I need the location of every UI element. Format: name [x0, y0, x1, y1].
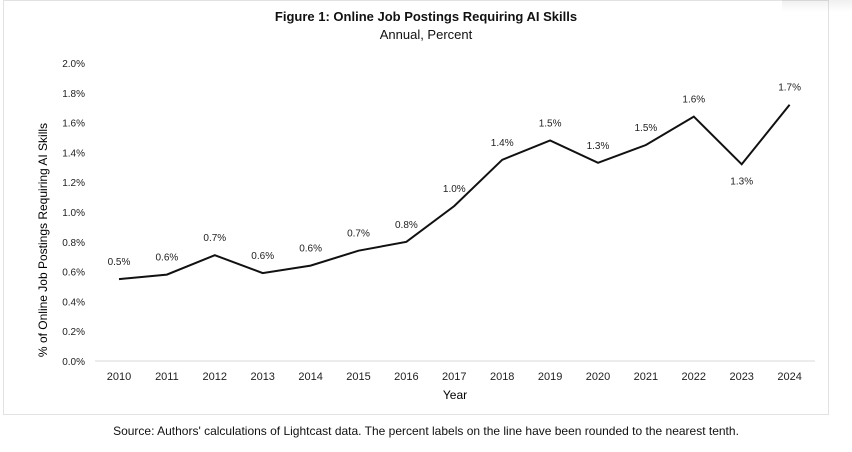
y-tick-label: 0.4% [62, 297, 85, 308]
y-tick-label: 1.8% [62, 89, 85, 100]
y-tick-label: 0.0% [62, 357, 85, 368]
x-axis-ticks: 2010 2011 2012 2013 2014 2015 2016 2017 2018 2019… [107, 371, 802, 383]
x-tick-label: 2013 [250, 371, 274, 383]
x-tick-label: 2017 [442, 371, 466, 383]
y-tick-label: 0.2% [62, 327, 85, 338]
x-tick-label: 2012 [203, 371, 227, 383]
data-label: 1.7% [778, 83, 801, 94]
chart-frame [3, 0, 829, 415]
x-tick-label: 2016 [394, 371, 418, 383]
x-tick-label: 2024 [777, 371, 801, 383]
data-label: 1.5% [635, 123, 658, 134]
x-tick-label: 2019 [538, 371, 562, 383]
x-axis-label: Year [443, 388, 467, 402]
source-note: Source: Authors' calculations of Lightca… [113, 424, 739, 438]
data-label: 0.7% [203, 233, 226, 244]
y-tick-label: 0.8% [62, 238, 85, 249]
chart-title: Figure 1: Online Job Postings Requiring … [274, 9, 578, 24]
data-label: 1.3% [730, 176, 753, 187]
y-axis-ticks: 0.0% 0.2% 0.4% 0.6% 0.8% 1.0% 1.2% 1.4% 1.6% 1.8%… [62, 59, 85, 368]
y-tick-label: 1.2% [62, 178, 85, 189]
x-tick-label: 2020 [586, 371, 610, 383]
data-label: 0.6% [156, 253, 179, 264]
x-tick-label: 2014 [298, 371, 322, 383]
x-tick-label: 2011 [155, 371, 179, 383]
y-tick-label: 1.6% [62, 119, 85, 130]
x-tick-label: 2018 [490, 371, 514, 383]
x-tick-label: 2022 [682, 371, 706, 383]
x-tick-label: 2021 [634, 371, 658, 383]
data-label: 1.0% [443, 184, 466, 195]
y-tick-label: 0.6% [62, 268, 85, 279]
y-tick-label: 1.4% [62, 148, 85, 159]
data-label: 0.7% [347, 229, 370, 240]
data-label: 0.8% [395, 220, 418, 231]
corner-shadow [782, 0, 852, 12]
data-label: 0.6% [299, 244, 322, 255]
data-label: 1.3% [587, 141, 610, 152]
data-label: 1.5% [539, 118, 562, 129]
y-tick-label: 1.0% [62, 208, 85, 219]
y-tick-label: 2.0% [62, 59, 85, 70]
data-label: 0.6% [251, 251, 274, 262]
data-labels: 0.5% 0.6% 0.7% 0.6% 0.6% 0.7% 0.8% 1.0% 1.4% 1.5%… [108, 83, 802, 268]
data-label: 0.5% [108, 257, 131, 268]
data-label: 1.6% [682, 95, 705, 106]
series-line [118, 104, 791, 281]
chart-subtitle: Annual, Percent [379, 27, 473, 42]
x-tick-label: 2010 [107, 371, 131, 383]
y-axis-label: % of Online Job Postings Requiring AI Sk… [36, 123, 50, 357]
x-tick-label: 2023 [729, 371, 753, 383]
x-tick-label: 2015 [346, 371, 370, 383]
data-label: 1.4% [491, 138, 514, 149]
